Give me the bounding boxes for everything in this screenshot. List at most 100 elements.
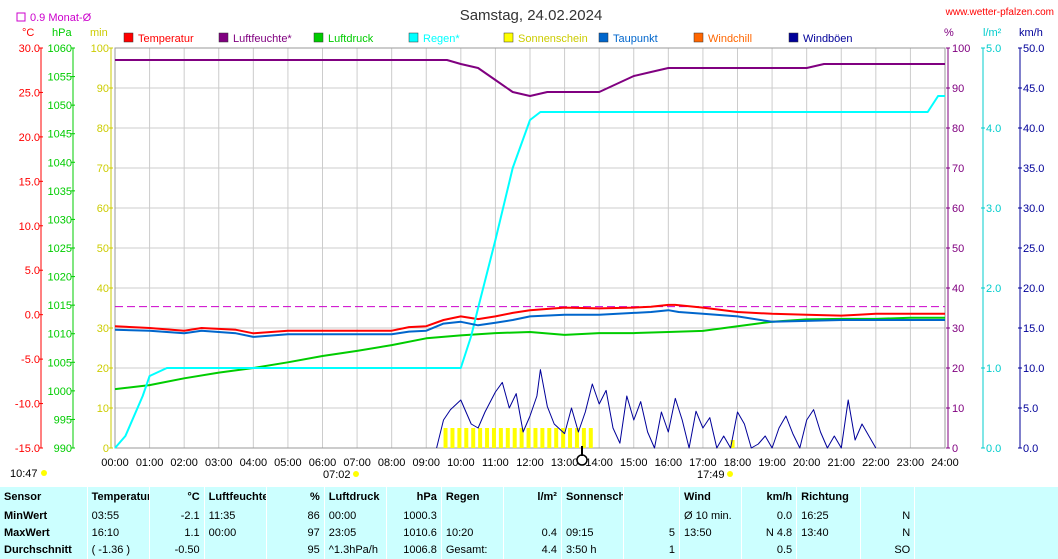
x-tick-label: 19:00 — [758, 457, 786, 469]
stats-header-cell: Temperatur — [87, 487, 150, 508]
sunshine-bar — [533, 428, 538, 448]
legend-swatch — [218, 32, 229, 43]
sunshine-bar — [547, 428, 552, 448]
temp-tick-label: 15.0 — [19, 176, 40, 188]
stats-cell-value — [503, 507, 562, 525]
sunshine-bar — [450, 428, 455, 448]
wind-tick-label: 40.0 — [1023, 123, 1044, 135]
wind-tick-label: 5.0 — [1023, 403, 1038, 415]
stats-header-cell: Luftdruck — [324, 487, 387, 508]
stats-cell-value: 0.0 — [741, 507, 798, 525]
pressure-tick-label: 1045 — [48, 129, 72, 141]
legend-label: Regen* — [423, 33, 460, 45]
wind-unit: km/h — [1019, 27, 1043, 39]
x-tick-label: 23:00 — [897, 457, 925, 469]
month-avg-marker-icon — [16, 12, 26, 22]
stats-cell-value: 95 — [266, 541, 325, 559]
stats-cell-time: 10:20 — [441, 524, 504, 542]
stats-row: MaxWert 16:10 1.1 00:00 97 23:05 1010.6 10:20 0.… — [0, 524, 1058, 542]
sunshine-bar — [540, 428, 545, 448]
x-tick-label: 11:00 — [482, 457, 509, 469]
humidity-tick-label: 40 — [952, 283, 964, 295]
stats-cell-time: 16:10 — [87, 524, 150, 542]
stats-header-unit — [860, 487, 916, 508]
chart-series — [114, 59, 945, 449]
humidity-tick-label: 90 — [952, 83, 964, 95]
wind-tick-label: 10.0 — [1023, 363, 1044, 375]
stats-header-cell: Wind — [679, 487, 743, 508]
rain-unit: l/m² — [983, 27, 1002, 39]
x-tick-label: 09:00 — [412, 457, 440, 469]
sunrise-time: 07:02 — [323, 469, 351, 481]
sunshine-bar — [730, 440, 735, 448]
stats-cell-value: 1010.6 — [386, 524, 442, 542]
sunshine-bar — [491, 428, 496, 448]
x-tick-label: 16:00 — [655, 457, 683, 469]
sunshine-bar — [581, 428, 586, 448]
x-tick-label: 20:00 — [793, 457, 821, 469]
x-tick-label: 15:00 — [620, 457, 648, 469]
rain-tick-label: 1.0 — [986, 363, 1001, 375]
pressure-tick-label: 1055 — [48, 72, 72, 84]
sunshine_min-tick-label: 0 — [103, 443, 109, 455]
humidity-tick-label: 0 — [952, 443, 958, 455]
wind-tick-label: 35.0 — [1023, 163, 1044, 175]
temp-tick-label: -15.0 — [15, 443, 40, 455]
temp-tick-label: 25.0 — [19, 87, 40, 99]
stats-row-label: Durchschnitt — [0, 541, 88, 559]
sunshine-bar — [512, 428, 517, 448]
sunshine_min-tick-label: 80 — [97, 123, 109, 135]
legend-label: Taupunkt — [613, 33, 658, 45]
stats-cell-value: 86 — [266, 507, 325, 525]
rain-tick-label: 0.0 — [986, 443, 1001, 455]
wind-tick-label: 25.0 — [1023, 243, 1044, 255]
stats-cell-time — [561, 507, 625, 525]
stats-cell-value: 97 — [266, 524, 325, 542]
series-line-windböen — [436, 369, 877, 449]
stats-cell-value: N — [860, 507, 916, 525]
stats-row: MinWert 03:55 -2.1 11:35 86 00:00 1000.3 Ø 10 m… — [0, 507, 1058, 525]
rain-tick-label: 3.0 — [986, 203, 1001, 215]
stats-cell-time: Gesamt: — [441, 541, 504, 559]
x-tick-label: 06:00 — [309, 457, 337, 469]
legend-swatch — [123, 32, 134, 43]
wind-tick-label: 15.0 — [1023, 323, 1044, 335]
stats-header-cell: Sonnenschein min — [561, 487, 625, 508]
stats-header-unit — [623, 487, 681, 508]
legend-swatch — [788, 32, 799, 43]
pressure-tick-label: 1005 — [48, 357, 72, 369]
stats-cell-time — [796, 541, 862, 559]
site-link[interactable]: www.wetter-pfalzen.com — [945, 7, 1054, 18]
sunshine-bar — [457, 428, 462, 448]
stats-filler — [915, 542, 1058, 559]
stats-cell-time: 11:35 — [204, 507, 267, 525]
series-line-luftfeuchte — [115, 59, 945, 97]
legend-label: Sonnenschein — [518, 33, 588, 45]
sun-icon — [41, 470, 47, 476]
series-line-regen — [114, 95, 945, 449]
sunshine-bar — [554, 428, 559, 448]
axis-ticks — [39, 47, 1022, 449]
pressure-tick-label: 1040 — [48, 157, 72, 169]
x-tick-label: 14:00 — [585, 457, 613, 469]
sunshine-bar — [471, 428, 476, 448]
legend-swatch — [598, 32, 609, 43]
humidity-tick-label: 50 — [952, 243, 964, 255]
weather-chart: Samstag, 24.02.2024 www.wetter-pfalzen.c… — [10, 7, 1054, 481]
sunshine-bar — [505, 428, 510, 448]
rain-tick-label: 5.0 — [986, 43, 1001, 55]
x-tick-label: 01:00 — [136, 457, 164, 469]
legend-label: Windböen — [803, 33, 853, 45]
stats-cell-time: ( -1.36 ) — [87, 541, 150, 559]
stats-cell-time — [204, 541, 267, 559]
pressure-tick-label: 990 — [54, 443, 72, 455]
pressure-tick-label: 1050 — [48, 100, 72, 112]
sunshine_min-tick-label: 50 — [97, 243, 109, 255]
stats-cell-time — [441, 507, 504, 525]
stats-cell-value: -0.50 — [149, 541, 205, 559]
temp-tick-label: 0.0 — [25, 310, 40, 322]
humidity-tick-label: 20 — [952, 363, 964, 375]
temp-unit: °C — [22, 27, 34, 39]
x-tick-label: 12:00 — [516, 457, 544, 469]
minutes-unit: min — [90, 27, 108, 39]
